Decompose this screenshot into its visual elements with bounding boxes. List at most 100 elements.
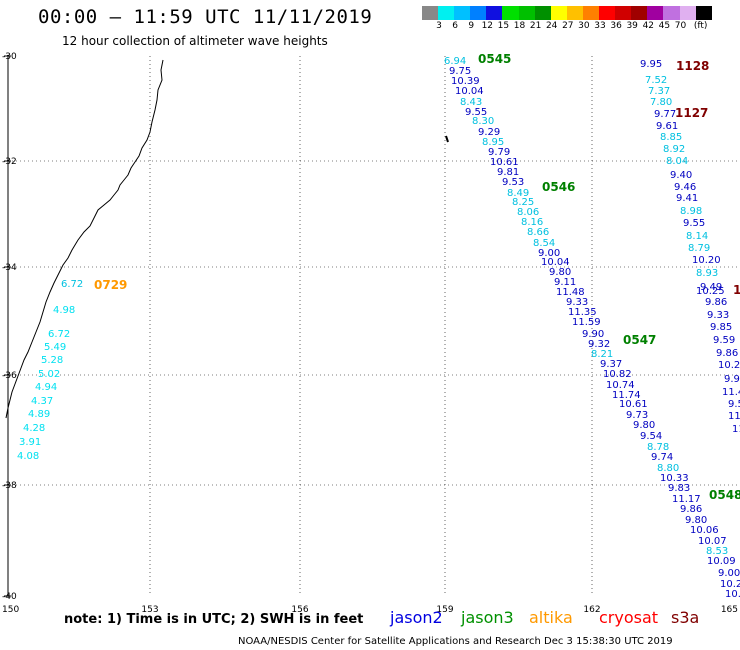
wave-height-value: 9.29 (478, 127, 501, 138)
wave-height-value: 9.86 (680, 504, 703, 515)
wave-height-value: 9.33 (566, 297, 589, 308)
wave-height-value: 9.37 (600, 359, 623, 370)
track-time-label: 0729 (94, 278, 128, 292)
colorbar-label: 36 (610, 21, 622, 31)
wave-height-value: 8.78 (647, 442, 670, 453)
wave-height-value: 9.00 (538, 248, 561, 259)
wave-height-value: 10.2 (720, 579, 740, 590)
wave-height-value: 9.55 (683, 218, 706, 229)
wave-height-value: 9.11 (554, 277, 577, 288)
colorbar-label: 42 (642, 21, 655, 31)
coastline (5, 59, 164, 419)
wave-height-value: 8.30 (472, 116, 495, 127)
island-mark (445, 135, 449, 143)
wave-height-value: 9.40 (670, 170, 693, 181)
satellite-legend-jason2: jason2 (390, 608, 443, 627)
wave-height-value: 9.61 (656, 121, 679, 132)
wave-height-value: 6.72 (48, 329, 71, 340)
wave-height-value: 9.32 (588, 339, 611, 350)
wave-height-value: 10.61 (490, 157, 519, 168)
wave-height-value: 9.77 (654, 109, 677, 120)
wave-height-value: 8.95 (482, 137, 505, 148)
wave-height-value: 9.80 (549, 267, 572, 278)
longitude-tick: 162 (583, 605, 600, 615)
track-time-label: 1 (733, 283, 740, 297)
wave-height-value: 9.49 (700, 282, 723, 293)
wave-height-value: 10.39 (451, 76, 480, 87)
colorbar-label: 18 (513, 21, 526, 31)
wave-height-value: 4.89 (28, 409, 51, 420)
wave-height-value: 8.92 (663, 144, 686, 155)
longitude-tick: 156 (291, 605, 308, 615)
wave-height-value: 5.28 (41, 355, 64, 366)
colorbar-swatch (647, 6, 664, 20)
wave-height-value: 9.79 (488, 147, 511, 158)
wave-height-value: 10.06 (690, 525, 719, 536)
colorbar-label: 15 (497, 21, 510, 31)
wave-height-value: 10.74 (606, 380, 635, 391)
wave-height-value: 10.25 (696, 286, 725, 297)
wave-height-value: 7.80 (650, 97, 673, 108)
wave-height-value: 4.37 (31, 396, 54, 407)
longitude-tick: 150 (2, 605, 19, 615)
wave-height-value: 9.80 (633, 420, 656, 431)
wave-height-value: 8.16 (521, 217, 544, 228)
colorbar-label: 39 (626, 21, 638, 31)
wave-height-value: 10.33 (660, 473, 689, 484)
wave-height-value: 9.74 (651, 452, 674, 463)
colorbar-label: 3 (436, 21, 442, 31)
wave-height-value: 8.66 (527, 227, 550, 238)
map-subtitle: 12 hour collection of altimeter wave hei… (62, 34, 328, 48)
colorbar-swatch (663, 6, 680, 20)
wave-height-value: 9.83 (668, 483, 691, 494)
colorbar-label: 6 (452, 21, 458, 31)
wave-height-value: 9.33 (707, 310, 730, 321)
wave-height-value: 11.17 (672, 494, 701, 505)
colorbar-unit: (ft) (693, 21, 708, 31)
wave-height-value: 7.52 (645, 75, 668, 86)
colorbar-swatch (615, 6, 632, 20)
wave-height-value: 8.49 (507, 188, 530, 199)
wave-height-value: 8.85 (660, 132, 683, 143)
colorbar-swatch (599, 6, 616, 20)
wave-height-value: 9.81 (497, 167, 520, 178)
wave-height-value: 9.00 (718, 568, 740, 579)
colorbar-label: 70 (674, 21, 687, 31)
colorbar-swatch (502, 6, 519, 20)
satellite-legend-cryosat: cryosat (599, 608, 659, 627)
wave-height-value: 4.94 (35, 382, 58, 393)
wave-height-value: 10.82 (603, 369, 632, 380)
wave-height-value: 9.55 (465, 107, 488, 118)
wave-height-value: 9.54 (640, 431, 663, 442)
latitude-tick: -30 (2, 52, 17, 62)
colorbar-label: 9 (468, 21, 475, 31)
wave-height-value: 8.43 (460, 97, 483, 108)
wave-height-value: 8.25 (512, 197, 535, 208)
wave-height-value: 5.02 (38, 369, 61, 380)
wave-height-value: 5.49 (44, 342, 67, 353)
track-time-label: 0548 (709, 488, 740, 502)
wave-height-value: 8.54 (533, 238, 556, 249)
wave-height-value: 10.04 (455, 86, 484, 97)
latitude-tick: -34 (2, 263, 17, 273)
wave-height-value: 9.59 (713, 335, 736, 346)
wave-height-value: 9.73 (626, 410, 649, 421)
wave-height-value: 11.4 (722, 387, 740, 398)
colorbar-swatch (679, 6, 696, 20)
wave-height-value: 9.95 (640, 59, 663, 70)
colorbar-label: 27 (562, 21, 574, 31)
satellite-legend-s3a: s3a (671, 608, 700, 627)
track-time-label: 0546 (542, 180, 576, 194)
wave-height-value: 10.29 (718, 360, 740, 371)
wave-height-value: 11.35 (568, 307, 597, 318)
colorbar (422, 6, 712, 20)
colorbar-label: 12 (481, 21, 494, 31)
satellite-legend-jason3: jason3 (461, 608, 514, 627)
colorbar-swatch (486, 6, 503, 20)
wave-height-value: 8.04 (666, 156, 689, 167)
wave-height-value: 9.90 (582, 329, 605, 340)
credit-line: NOAA/NESDIS Center for Satellite Applica… (238, 636, 673, 647)
wave-height-value: 8.98 (680, 206, 703, 217)
wave-height-value: 9.86 (705, 297, 728, 308)
